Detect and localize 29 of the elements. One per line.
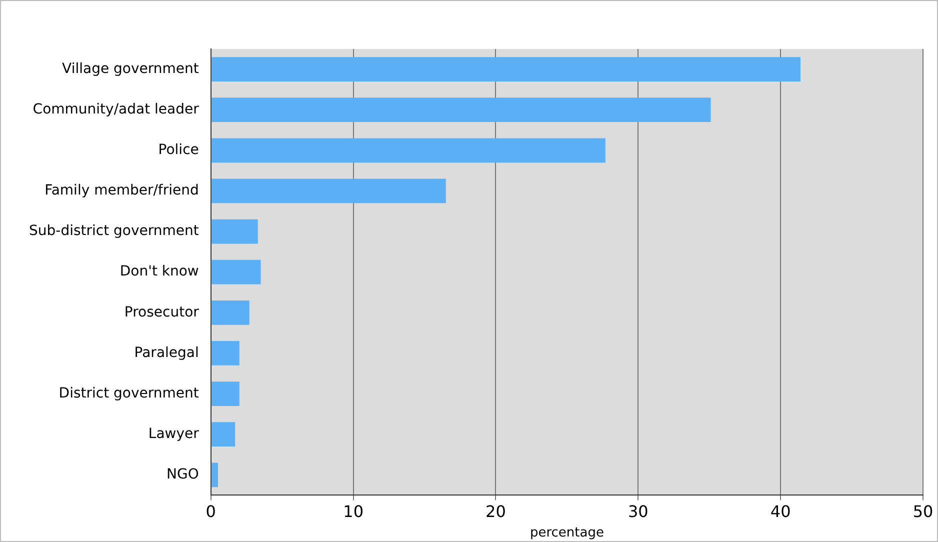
y-tick-label: Paralegal [134,344,199,361]
y-tick-label: Don't know [120,264,199,280]
y-tick-label: Family member/friend [44,182,199,199]
x-tick-label: 10 [343,502,364,521]
bar [211,138,606,163]
bar [211,341,240,366]
bar [211,178,446,204]
bar [211,260,261,284]
bar [211,462,218,488]
y-tick-label: Community/adat leader [32,101,200,118]
y-tick-label: District government [58,385,200,402]
x-axis-title: percentage [530,526,604,541]
y-tick-label: NGO [166,466,199,483]
y-tick-label: Prosecutor [124,304,200,320]
bar [211,98,711,122]
bar [211,300,250,325]
bar [211,382,240,406]
bar [211,57,801,82]
x-tick-label: 40 [770,502,791,521]
x-tick-label: 0 [206,502,216,521]
x-tick-label: 20 [486,502,506,521]
y-tick-label: Lawyer [148,426,200,442]
bar [211,422,236,447]
y-tick-label: Police [158,142,199,158]
x-tick-label: 30 [628,502,648,521]
y-tick-label: Sub-district government [28,223,200,240]
y-tick-label: Village government [62,60,200,77]
x-tick-label: 50 [912,502,934,521]
bar [211,219,258,244]
